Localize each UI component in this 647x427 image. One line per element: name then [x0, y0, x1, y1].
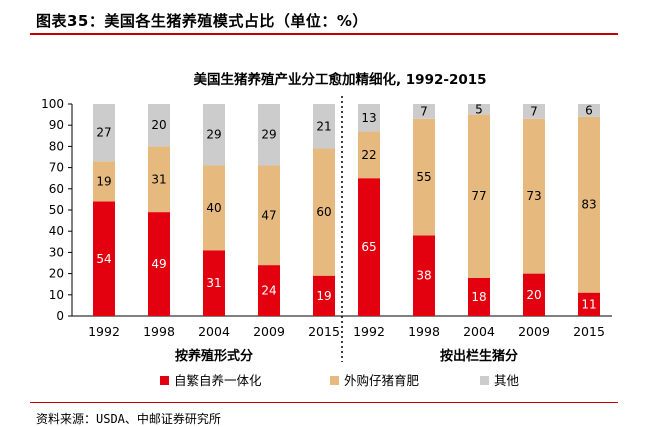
bar-segment — [358, 131, 380, 179]
bar-segment — [523, 273, 545, 316]
y-tick-label: 90 — [49, 118, 64, 132]
bar-segment — [413, 235, 435, 316]
bar-segment — [358, 178, 380, 316]
bar-segment — [203, 165, 225, 251]
y-tick-label: 20 — [49, 267, 64, 281]
y-tick-label: 0 — [56, 309, 64, 323]
bar-segment — [258, 265, 280, 316]
x-tick-label: 2015 — [573, 324, 605, 339]
chart-title: 美国生猪养殖产业分工愈加精细化, 1992-2015 — [193, 71, 486, 88]
y-tick-label: 100 — [41, 97, 64, 111]
bar-segment — [578, 104, 600, 117]
data-label: 7 — [530, 104, 538, 118]
legend-swatch — [160, 376, 169, 385]
data-label: 47 — [261, 208, 276, 222]
group-label: 按出栏生猪分 — [440, 348, 518, 364]
x-tick-label: 1992 — [353, 324, 385, 339]
data-label: 20 — [526, 288, 541, 302]
source-divider — [30, 402, 618, 403]
bar-segment — [258, 104, 280, 166]
legend-swatch — [330, 376, 339, 385]
bar-segment — [413, 104, 435, 119]
title-divider — [30, 33, 618, 35]
x-tick-label: 2009 — [253, 324, 285, 339]
x-tick-label: 2015 — [308, 324, 340, 339]
bar-segment — [93, 201, 115, 316]
data-label: 6 — [585, 103, 593, 117]
data-label: 83 — [581, 198, 596, 212]
y-tick-label: 70 — [49, 161, 64, 175]
data-label: 73 — [526, 189, 541, 203]
data-label: 19 — [96, 174, 111, 188]
data-label: 13 — [361, 111, 376, 125]
bar-segment — [313, 275, 335, 316]
data-label: 5 — [475, 102, 483, 116]
bar-segment — [93, 104, 115, 162]
data-label: 54 — [96, 252, 111, 266]
data-label: 7 — [420, 104, 428, 118]
x-tick-label: 2004 — [463, 324, 495, 339]
bar-segment — [148, 146, 170, 213]
data-label: 20 — [151, 118, 166, 132]
bar-segment — [468, 277, 490, 316]
bar-segment — [148, 212, 170, 316]
group-label: 按养殖形式分 — [175, 348, 253, 364]
data-label: 38 — [416, 269, 431, 283]
y-tick-label: 30 — [49, 245, 64, 259]
data-label: 29 — [261, 128, 276, 142]
data-label: 21 — [316, 119, 331, 133]
bar-segment — [578, 116, 600, 293]
data-label: 19 — [316, 289, 331, 303]
bar-segment — [413, 118, 435, 236]
y-tick-label: 80 — [49, 139, 64, 153]
x-tick-label: 1998 — [143, 324, 175, 339]
bar-segment — [468, 104, 490, 115]
data-label: 60 — [316, 205, 331, 219]
bar-segment — [523, 118, 545, 274]
data-label: 77 — [471, 189, 486, 203]
figure-title: 图表35：美国各生猪养殖模式占比（单位：%） — [36, 12, 368, 30]
y-tick-label: 40 — [49, 224, 64, 238]
data-label: 24 — [261, 284, 276, 298]
bar-segment — [313, 104, 335, 149]
data-label: 49 — [151, 257, 166, 271]
stacked-bar-chart: 美国生猪养殖产业分工愈加精细化, 1992-2015 0 10 20 30 40 50 60… — [41, 71, 612, 388]
x-tick-label: 1998 — [408, 324, 440, 339]
bar-segment — [148, 104, 170, 147]
data-label: 27 — [96, 126, 111, 140]
bar-segment — [203, 104, 225, 166]
data-label: 18 — [471, 290, 486, 304]
bar-segment — [313, 148, 335, 276]
data-label: 31 — [206, 276, 221, 290]
x-tick-label: 1992 — [88, 324, 120, 339]
bar-segment — [523, 104, 545, 119]
legend-label: 其他 — [494, 373, 520, 388]
data-label: 31 — [151, 172, 166, 186]
data-label: 40 — [206, 201, 221, 215]
bar-segment — [93, 161, 115, 202]
y-tick-label: 50 — [49, 203, 64, 217]
data-label: 22 — [361, 148, 376, 162]
data-label: 11 — [581, 297, 596, 311]
data-label: 65 — [361, 240, 376, 254]
x-tick-label: 2004 — [198, 324, 230, 339]
legend-label: 外购仔猪育肥 — [344, 373, 420, 388]
data-label: 55 — [416, 170, 431, 184]
bar-segment — [578, 292, 600, 316]
bar-segment — [468, 114, 490, 278]
legend-swatch — [480, 376, 489, 385]
legend-label: 自繁自养一体化 — [174, 373, 262, 388]
source-note: 资料来源：USDA、中邮证券研究所 — [36, 412, 221, 426]
bar-segment — [258, 165, 280, 266]
data-label: 29 — [206, 128, 221, 142]
y-tick-label: 60 — [49, 182, 64, 196]
x-tick-label: 2009 — [518, 324, 550, 339]
y-tick-label: 10 — [49, 288, 64, 302]
bar-segment — [358, 104, 380, 132]
bar-segment — [203, 250, 225, 316]
